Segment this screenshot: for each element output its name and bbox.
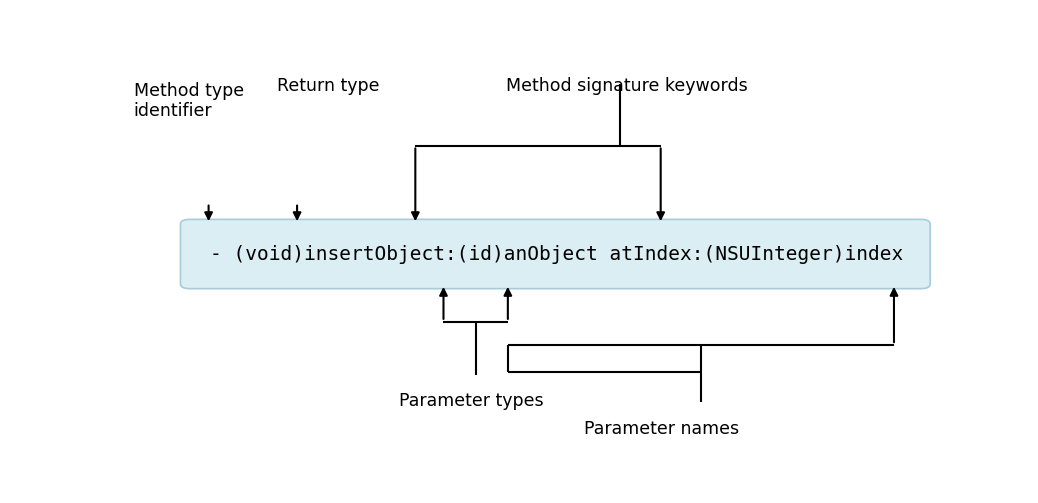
Text: Parameter types: Parameter types <box>400 392 544 410</box>
FancyBboxPatch shape <box>181 219 930 289</box>
Text: Return type: Return type <box>277 76 380 95</box>
Text: Method type
identifier: Method type identifier <box>134 81 244 120</box>
Text: Method signature keywords: Method signature keywords <box>507 76 748 95</box>
Text: - (void)insertObject:(id)anObject atIndex:(NSUInteger)index: - (void)insertObject:(id)anObject atInde… <box>210 244 903 264</box>
Text: Parameter names: Parameter names <box>584 420 739 438</box>
